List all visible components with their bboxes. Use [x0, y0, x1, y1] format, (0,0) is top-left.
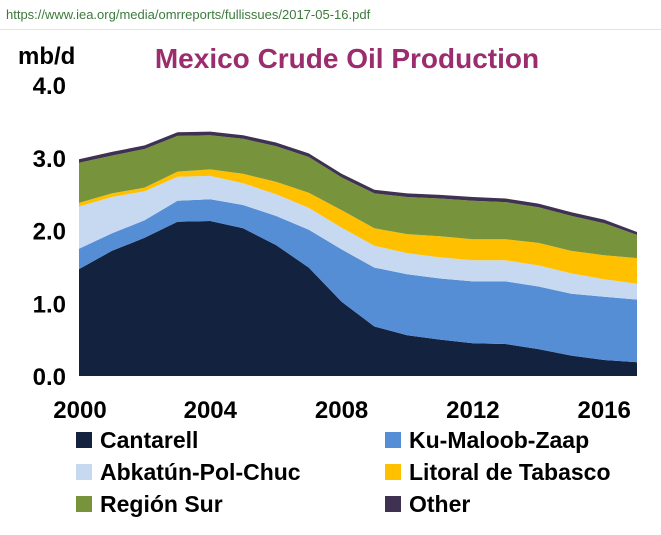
area-other — [79, 131, 637, 235]
browser-url-bar[interactable]: https://www.iea.org/media/omrreports/ful… — [0, 0, 661, 30]
legend-item: Abkatún-Pol-Chuc — [76, 458, 301, 486]
area-litoral-de-tabasco — [79, 169, 637, 284]
y-tick-label: 4.0 — [33, 73, 66, 100]
legend-swatch — [385, 496, 401, 512]
legend-label: Región Sur — [100, 490, 223, 517]
y-tick-label: 1.0 — [33, 291, 66, 318]
x-tick-label: 2008 — [315, 397, 368, 424]
x-tick-label: 2000 — [53, 397, 106, 424]
legend-swatch — [385, 432, 401, 448]
y-tick-label: 2.0 — [33, 219, 66, 246]
y-tick-label: 3.0 — [33, 146, 66, 173]
url-text[interactable]: https://www.iea.org/media/omrreports/ful… — [6, 7, 371, 22]
area-cantarell — [79, 221, 637, 376]
legend-item: Región Sur — [76, 490, 223, 518]
area-abkat-n-pol-chuc — [79, 175, 637, 300]
url-bar-divider — [0, 29, 661, 30]
legend-item: Cantarell — [76, 426, 198, 454]
area-layers — [79, 131, 637, 376]
legend-label: Cantarell — [100, 426, 199, 453]
y-axis-unit: mb/d — [18, 43, 75, 70]
legend-item: Litoral de Tabasco — [385, 458, 611, 486]
area-regi-n-sur — [79, 135, 637, 259]
y-tick-labels: 0.0 1.0 2.0 3.0 4.0 — [33, 73, 66, 391]
legend-label: Ku-Maloob-Zaap — [409, 426, 590, 453]
legend: Cantarell Ku-Maloob-Zaap Abkatún-Pol-Chuc L… — [0, 424, 661, 524]
area-ku-maloob-zaap — [79, 199, 637, 363]
legend-label: Abkatún-Pol-Chuc — [100, 458, 301, 485]
legend-item: Other — [385, 490, 470, 518]
chart-title: Mexico Crude Oil Production — [155, 43, 539, 74]
legend-item: Ku-Maloob-Zaap — [385, 426, 589, 454]
legend-label: Litoral de Tabasco — [409, 458, 611, 485]
chart: Mexico Crude Oil Production mb/d 0.0 1.0 2… — [18, 43, 637, 424]
x-tick-label: 2004 — [184, 397, 238, 424]
x-tick-label: 2012 — [446, 397, 499, 424]
x-tick-labels: 2000 2004 2008 2012 2016 — [53, 397, 631, 424]
legend-swatch — [76, 496, 92, 512]
legend-swatch — [385, 464, 401, 480]
x-tick-label: 2016 — [577, 397, 630, 424]
y-tick-label: 0.0 — [33, 364, 66, 391]
legend-label: Other — [409, 490, 471, 517]
legend-swatch — [76, 432, 92, 448]
legend-swatch — [76, 464, 92, 480]
